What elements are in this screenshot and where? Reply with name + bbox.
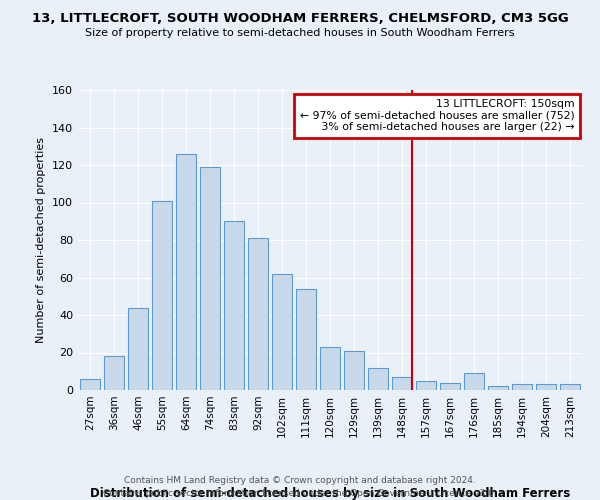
Bar (272, 274, 292, 390)
Text: 13, LITTLECROFT, SOUTH WOODHAM FERRERS, CHELMSFORD, CM3 5GG: 13, LITTLECROFT, SOUTH WOODHAM FERRERS, … (32, 12, 568, 26)
Bar (464, 373, 484, 390)
Text: Contains HM Land Registry data © Crown copyright and database right 2024.
Contai: Contains HM Land Registry data © Crown c… (103, 476, 497, 498)
Text: Size of property relative to semi-detached houses in South Woodham Ferrers: Size of property relative to semi-detach… (85, 28, 515, 38)
Bar (512, 384, 532, 390)
Bar (320, 347, 340, 390)
Bar (368, 368, 388, 390)
Bar (200, 167, 220, 390)
Bar (248, 238, 268, 390)
Bar (416, 380, 436, 390)
Bar (224, 221, 244, 390)
X-axis label: Distribution of semi-detached houses by size in South Woodham Ferrers: Distribution of semi-detached houses by … (90, 487, 570, 500)
Bar (128, 308, 148, 390)
Bar (152, 200, 172, 390)
Bar (560, 384, 580, 390)
Bar (296, 289, 316, 390)
Bar (488, 386, 508, 390)
Bar (440, 382, 460, 390)
Bar (104, 356, 124, 390)
Y-axis label: Number of semi-detached properties: Number of semi-detached properties (37, 137, 46, 343)
Bar (344, 350, 364, 390)
Bar (392, 377, 412, 390)
Bar (536, 384, 556, 390)
Bar (176, 154, 196, 390)
Bar (80, 379, 100, 390)
Text: 13 LITTLECROFT: 150sqm
← 97% of semi-detached houses are smaller (752)
   3% of : 13 LITTLECROFT: 150sqm ← 97% of semi-det… (299, 99, 574, 132)
